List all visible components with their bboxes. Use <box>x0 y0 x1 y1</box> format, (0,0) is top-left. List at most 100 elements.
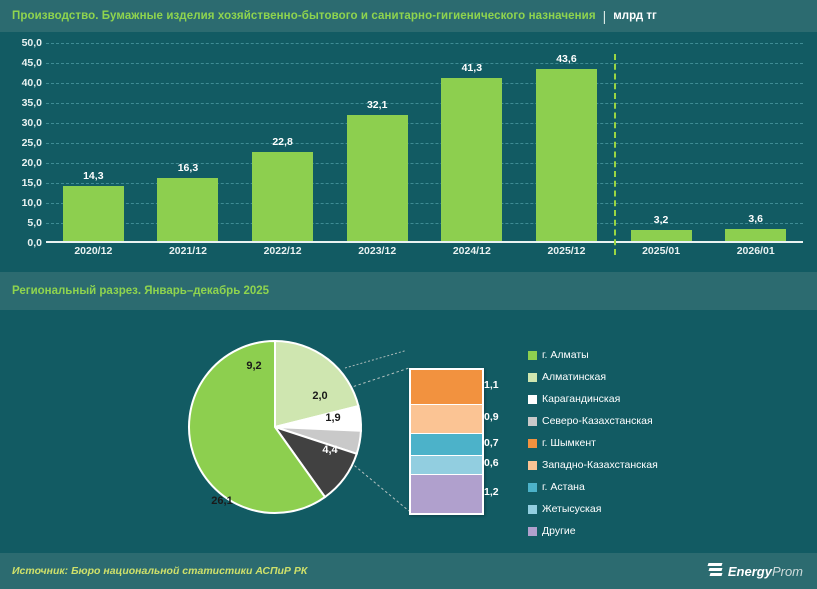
gridline <box>46 183 803 184</box>
bar-slot[interactable]: 3,6 <box>708 43 803 243</box>
y-axis-tick-label: 40,0 <box>21 77 42 89</box>
legend-item-label: Другие <box>542 525 576 537</box>
header-separator: | <box>602 8 607 24</box>
bar-slot[interactable]: 3,2 <box>614 43 709 243</box>
pie-slice-value-label: 26,1 <box>211 495 233 507</box>
gridline <box>46 163 803 164</box>
pie-slice[interactable] <box>274 339 360 429</box>
legend-item-label: г. Астана <box>542 481 585 493</box>
regional-pie-chart: 9,2 2,0 1,9 4,4 26,1 <box>186 338 364 516</box>
bar-value-label: 41,3 <box>461 61 483 74</box>
bar-value-label: 16,3 <box>177 161 199 174</box>
regional-section-title: Региональный разрез. Январь–декабрь 2025 <box>12 285 270 297</box>
legend-color-swatch <box>528 394 537 404</box>
detail-bar-segment[interactable] <box>411 433 482 456</box>
gridline <box>46 83 803 84</box>
y-axis-tick-label: 30,0 <box>21 117 42 129</box>
legend-item[interactable]: Жетысуская <box>528 498 768 520</box>
bar-slot[interactable]: 22,8 <box>235 43 330 243</box>
gridline <box>46 223 803 224</box>
detail-bar-segment[interactable] <box>411 370 482 405</box>
y-axis-tick-label: 35,0 <box>21 97 42 109</box>
y-axis-tick-label: 45,0 <box>21 57 42 69</box>
legend-item-label: г. Шымкент <box>542 437 596 449</box>
legend-item[interactable]: г. Шымкент <box>528 432 768 454</box>
pie-slice-value-label: 2,0 <box>312 390 328 402</box>
bar-series: 14,3 16,3 22,8 32,1 41,3 43,6 3,2 3,6 <box>46 43 803 243</box>
legend-color-swatch <box>528 416 537 426</box>
x-axis-tick-label: 2025/12 <box>547 245 586 257</box>
pie-slice-value-label: 9,2 <box>246 360 262 372</box>
bar-rect[interactable] <box>157 177 219 243</box>
legend-item-label: Карагандинская <box>542 393 621 405</box>
legend-item[interactable]: Другие <box>528 520 768 542</box>
y-axis-tick-label: 20,0 <box>21 157 42 169</box>
gridline <box>46 63 803 64</box>
energyprom-mark-icon <box>707 563 723 579</box>
bar-value-label: 3,6 <box>748 212 763 225</box>
detail-bar-value-label: 0,6 <box>484 457 499 470</box>
bar-slot[interactable]: 14,3 <box>46 43 141 243</box>
detail-bar-value-label: 0,7 <box>484 436 499 449</box>
x-axis-tick-label: 2023/12 <box>358 245 397 257</box>
y-axis-tick-label: 10,0 <box>21 197 42 209</box>
y-axis-tick-label: 50,0 <box>21 37 42 49</box>
detail-bar-segment[interactable] <box>411 455 482 475</box>
legend-item[interactable]: г. Алматы <box>528 344 768 366</box>
legend-color-swatch <box>528 372 537 382</box>
legend-color-swatch <box>528 526 537 536</box>
legend-color-swatch <box>528 438 537 448</box>
bar-slot[interactable]: 43,6 <box>519 43 614 243</box>
x-axis-tick-label: 2021/12 <box>168 245 207 257</box>
bar-value-label: 3,2 <box>653 214 669 227</box>
pie-chart-panel: 9,2 2,0 1,9 4,4 26,1 <box>0 310 817 553</box>
page-title: Производство. Бумажные изделия хозяйстве… <box>12 10 596 22</box>
bar-slot[interactable]: 16,3 <box>141 43 236 243</box>
source-note: Источник: Бюро национальной статистики А… <box>12 565 308 577</box>
legend-color-swatch <box>528 482 537 492</box>
y-axis-tick-label: 5,0 <box>27 217 42 229</box>
bar-value-label: 14,3 <box>83 169 104 182</box>
x-axis-tick-label: 2024/12 <box>452 245 491 257</box>
legend-item[interactable]: Западно-Казахстанская <box>528 454 768 476</box>
bar-rect[interactable] <box>441 77 503 243</box>
bar-rect[interactable] <box>62 185 124 243</box>
y-axis-tick-label: 15,0 <box>21 177 42 189</box>
pie-slice[interactable] <box>188 339 327 514</box>
bar-rect[interactable] <box>252 151 314 243</box>
header-unit-label: млрд тг <box>613 10 657 22</box>
bar-chart-plot-area: 14,3 16,3 22,8 32,1 41,3 43,6 3,2 3,6 <box>46 43 803 255</box>
brand-text-primary: Energy <box>727 563 772 579</box>
legend-item[interactable]: Северо-Казахстанская <box>528 410 768 432</box>
pie-slice-value-label: 4,4 <box>322 444 338 456</box>
legend-item-label: Жетысуская <box>542 503 602 515</box>
energyprom-logo: EnergyProm <box>707 563 803 579</box>
bar-rect[interactable] <box>535 68 597 243</box>
period-divider-line <box>613 54 616 255</box>
bar-slot[interactable]: 32,1 <box>330 43 425 243</box>
x-axis-labels: 2020/12 2021/12 2022/12 2023/12 2024/12 2025/… <box>46 245 803 257</box>
detail-bar-value-label: 0,9 <box>484 411 499 424</box>
bar-slot[interactable]: 41,3 <box>425 43 520 243</box>
legend-item[interactable]: Алматинская <box>528 366 768 388</box>
bar-rect[interactable] <box>346 114 408 243</box>
detail-bar-segment[interactable] <box>411 474 482 513</box>
legend-item[interactable]: г. Астана <box>528 476 768 498</box>
y-axis-tick-label: 0,0 <box>27 237 42 249</box>
regional-section-header: Региональный разрез. Январь–декабрь 2025 <box>0 272 817 310</box>
detail-bar-value-label: 1,1 <box>484 379 499 392</box>
pie-slice-value-label: 1,9 <box>325 412 341 424</box>
bar-chart-panel: 14,3 16,3 22,8 32,1 41,3 43,6 3,2 3,6 0,0 5,0 10,… <box>0 32 817 270</box>
legend-item-label: Северо-Казахстанская <box>542 415 653 427</box>
legend-color-swatch <box>528 350 537 360</box>
detail-bar-segment[interactable] <box>411 404 482 434</box>
pie-legend: г. Алматы Алматинская Карагандинская Северо… <box>528 344 768 542</box>
legend-item-label: Алматинская <box>542 371 607 383</box>
bar-rect[interactable] <box>630 230 692 243</box>
bar-value-label: 43,6 <box>556 52 577 65</box>
brand-text: EnergyProm <box>728 564 803 579</box>
x-axis-tick-label: 2022/12 <box>263 245 302 257</box>
bar-rect[interactable] <box>725 228 787 243</box>
legend-item[interactable]: Карагандинская <box>528 388 768 410</box>
gridline <box>46 103 803 104</box>
